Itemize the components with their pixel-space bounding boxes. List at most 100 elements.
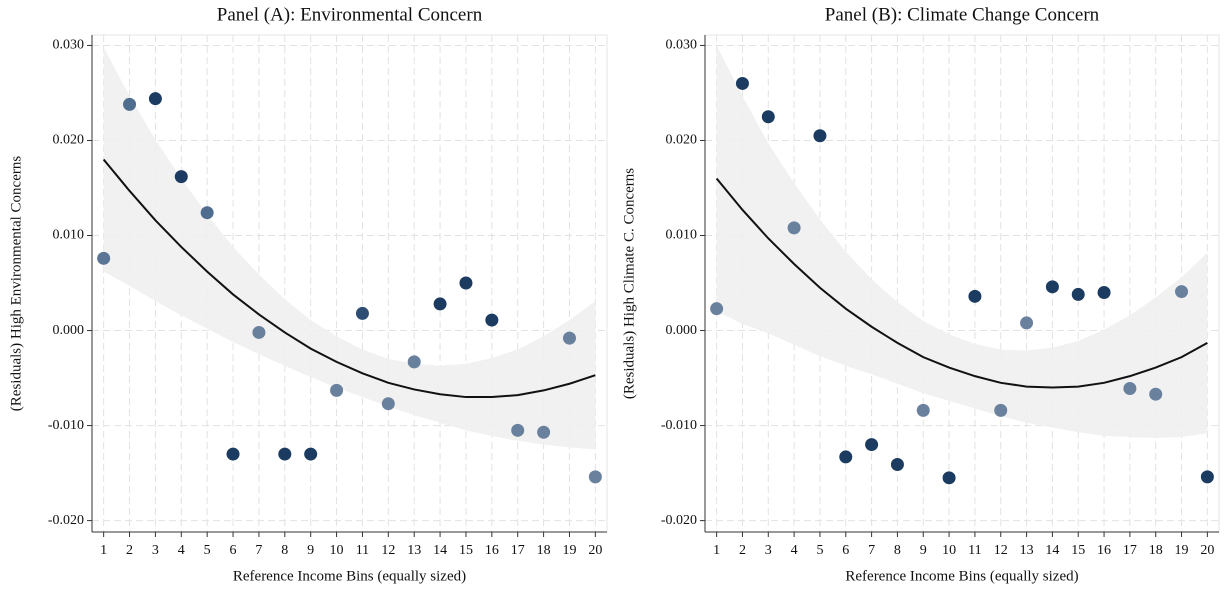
y-axis-label: (Residuals) High Climate C. Concerns [621,168,637,399]
point [1097,286,1111,300]
x-tick-label: 3 [765,543,772,558]
x-tick-label: 2 [126,543,133,558]
x-tick-label: 15 [459,543,473,558]
point [537,425,551,439]
point [278,447,292,461]
x-tick-label: 20 [588,543,602,558]
fit-line [715,177,1208,389]
y-tick-label: 0.020 [53,133,85,148]
chart-title: Panel (A): Environmental Concern [217,4,483,25]
y-tick-label: 0.000 [53,323,85,338]
x-tick-label: 4 [178,543,185,558]
point [459,276,473,290]
x-tick-label: 16 [1097,543,1111,558]
x-tick-label: 7 [255,543,262,558]
x-tick-label: 17 [1123,543,1137,558]
x-tick-label: 2 [739,543,746,558]
fit-line [102,158,596,399]
y-axis-label: (Residuals) High Environmental Concerns [8,156,24,412]
point [761,110,775,124]
x-axis-label: Reference Income Bins (equally sized) [233,568,466,584]
y-tick-label: 0.010 [53,228,85,243]
x-tick-label: 8 [894,543,901,558]
x-tick-label: 10 [942,543,956,558]
x-tick-label: 11 [356,543,369,558]
point [1149,387,1163,401]
point [710,302,724,316]
x-tick-label: 5 [204,543,211,558]
point [330,383,344,397]
point [381,397,395,411]
chart-title: Panel (B): Climate Change Concern [825,4,1100,25]
point [787,221,801,235]
point [1200,470,1214,484]
y-tick-label: 0.030 [53,38,85,53]
x-tick-label: 20 [1200,543,1214,558]
y-tick-label: 0.010 [666,228,698,243]
point [123,97,137,111]
point [148,92,162,106]
point [588,470,602,484]
x-tick-label: 18 [1149,543,1163,558]
y-tick-label: -0.010 [48,418,84,433]
x-tick-label: 1 [713,543,720,558]
x-tick-label: 18 [537,543,551,558]
point [174,170,188,184]
x-tick-label: 1 [100,543,107,558]
point [485,313,499,327]
x-tick-label: 13 [407,543,421,558]
x-tick-label: 17 [511,543,525,558]
point [865,438,879,452]
point [813,129,827,143]
point [433,297,447,311]
confidence-band [716,45,1208,438]
x-tick-label: 14 [433,543,447,558]
y-tick-label: 0.000 [666,323,698,338]
point [839,450,853,464]
x-tick-label: 8 [281,543,288,558]
point [407,355,421,369]
x-tick-label: 10 [330,543,344,558]
x-axis-label: Reference Income Bins (equally sized) [845,568,1078,584]
point [226,447,240,461]
x-tick-label: 3 [152,543,159,558]
point [511,423,525,437]
x-tick-label: 6 [230,543,237,558]
point [252,325,266,339]
point [97,251,111,265]
x-tick-label: 11 [968,543,981,558]
x-tick-label: 5 [816,543,823,558]
point [200,206,214,220]
point [304,447,318,461]
point [1020,316,1034,330]
point [355,306,369,320]
point [994,403,1008,417]
x-tick-label: 19 [562,543,576,558]
x-tick-label: 6 [842,543,849,558]
y-tick-label: 0.030 [666,38,698,53]
point [1071,287,1085,301]
x-tick-label: 15 [1071,543,1085,558]
point [1045,280,1059,294]
x-tick-label: 12 [381,543,395,558]
point [890,458,904,472]
x-tick-label: 9 [307,543,314,558]
point [916,403,930,417]
y-tick-label: -0.020 [48,513,84,528]
confidence-band [103,47,596,450]
y-tick-label: -0.010 [661,418,697,433]
x-tick-label: 13 [1020,543,1034,558]
x-tick-label: 12 [994,543,1008,558]
y-tick-label: -0.020 [661,513,697,528]
x-tick-label: 4 [791,543,798,558]
point [968,289,982,303]
x-tick-label: 14 [1045,543,1059,558]
x-tick-label: 16 [485,543,499,558]
y-tick-label: 0.020 [666,133,698,148]
point [942,471,956,485]
point [1175,285,1189,299]
x-tick-label: 19 [1175,543,1189,558]
point [562,331,576,345]
